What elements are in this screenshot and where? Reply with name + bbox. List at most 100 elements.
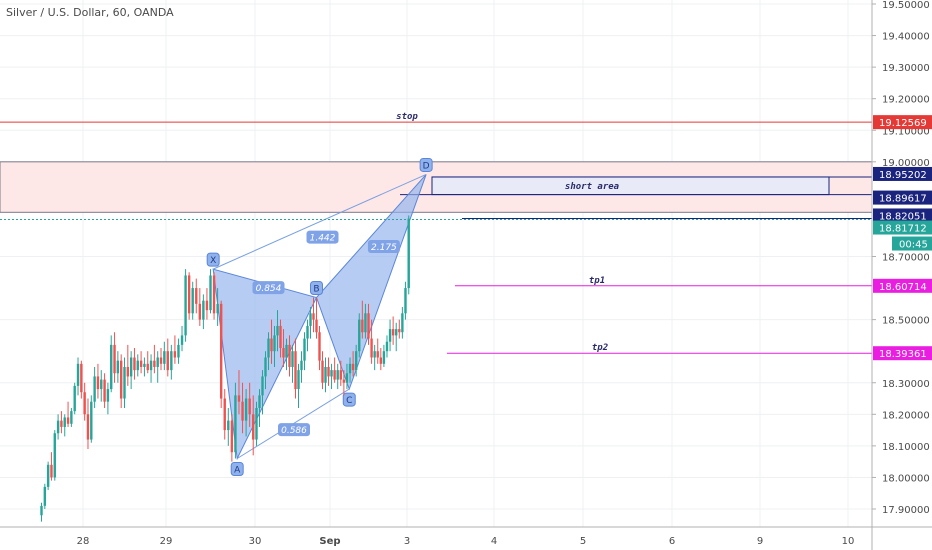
candle [279, 319, 282, 358]
candle-body [184, 275, 187, 336]
candle-body [80, 363, 83, 393]
chart-grid [0, 0, 872, 527]
candle-body [324, 366, 327, 383]
price-tag-tp2-bg [873, 346, 932, 361]
candle-body [382, 351, 386, 364]
candle-body [312, 313, 315, 320]
candle [129, 351, 133, 390]
candle [294, 338, 297, 399]
pattern-point-box [342, 392, 356, 407]
candle [248, 382, 251, 427]
price-tag-tp2-text: 18.39361 [879, 349, 927, 360]
candle-body [133, 357, 136, 371]
candle-body [373, 351, 376, 358]
y-tick-label: 18.30000 [882, 379, 930, 390]
candle [113, 332, 116, 383]
pattern-point-x: X [206, 252, 220, 267]
candle-body [309, 313, 312, 326]
pattern-ratio: 0.854 [252, 281, 285, 295]
candle-body [66, 417, 70, 424]
candle [258, 389, 261, 427]
y-axis-ticks: 19.50000 19.40000 19.30000 19.20000 19.10000… [872, 0, 930, 516]
pattern-point-box [206, 252, 220, 267]
candle-body [139, 360, 143, 367]
candle-body [212, 275, 216, 314]
candle [100, 370, 103, 402]
candle-body [227, 420, 230, 431]
candle [398, 319, 401, 339]
candle-body [241, 401, 244, 421]
pattern-ratio: 0.586 [278, 423, 310, 437]
candle-body [333, 370, 336, 380]
candle-body [294, 351, 297, 390]
candle-body [53, 433, 56, 478]
candle-body [315, 319, 318, 333]
candle [395, 322, 398, 352]
y-tick-label: 18.50000 [882, 316, 930, 327]
candle [187, 272, 191, 320]
price-tag-line-82051-text: 18.82051 [879, 211, 927, 222]
candle-body [166, 351, 169, 371]
candle-body [255, 408, 258, 440]
candle [324, 357, 327, 393]
candle-body [336, 370, 339, 380]
price-tags: 19.12569 18.95202 18.89617 18.82051 18.81712… [873, 115, 932, 361]
candle [273, 325, 276, 367]
candle [139, 351, 143, 374]
candle [237, 370, 241, 415]
candle [180, 325, 184, 352]
candle [345, 363, 349, 390]
pattern-ratio-label: 2.175 [371, 243, 397, 253]
candle [86, 398, 90, 450]
y-tick-label: 18.10000 [882, 442, 930, 453]
candle-body [379, 357, 383, 364]
candle [306, 319, 309, 352]
candle-body [321, 360, 324, 383]
pattern-line-xd [212, 173, 427, 270]
candle-body [143, 363, 146, 367]
candle [315, 297, 318, 339]
x-tick-label: 29 [160, 536, 173, 547]
candle [205, 288, 209, 320]
pattern-ratio-label: 1.442 [310, 234, 336, 244]
candle [223, 389, 226, 440]
candle [288, 335, 291, 377]
candle-body [170, 351, 173, 371]
candle [309, 307, 312, 339]
candle [376, 338, 379, 364]
level-lines: stop tp1 tp2 [0, 112, 872, 354]
y-tick-label: 19.20000 [882, 95, 930, 106]
candle [255, 401, 258, 446]
price-tag-short-top-bg [873, 166, 932, 181]
pattern-point-b: B [310, 281, 323, 296]
price-tag-stop: 19.12569 [873, 115, 932, 130]
candle-body [407, 218, 410, 289]
candle [50, 452, 53, 481]
candle [153, 344, 156, 374]
candle-body [318, 332, 321, 361]
price-tag-current-text: 18.81712 [879, 224, 927, 235]
y-tick-label: 19.50000 [882, 0, 930, 11]
candle-body [113, 344, 116, 374]
candle [261, 370, 264, 415]
candle [373, 344, 376, 371]
countdown-tag: 00:45 [892, 236, 932, 251]
candle-body [345, 373, 349, 383]
candle-body [103, 379, 106, 402]
price-tag-short-top-text: 18.95202 [879, 170, 927, 181]
pattern-ratio-label: 0.854 [256, 284, 282, 294]
candle-body [205, 300, 209, 311]
candle-body [86, 414, 90, 440]
candle [146, 351, 149, 374]
candle-body [146, 363, 149, 371]
candle-body [300, 360, 303, 371]
price-tag-short-top: 18.95202 [873, 166, 932, 181]
pattern-point-c: C [342, 392, 356, 407]
pattern-triangle-bcd [315, 174, 427, 391]
candle [318, 325, 321, 371]
candle-body [285, 344, 288, 358]
y-tick-label: 17.90000 [882, 505, 930, 516]
candle-body [56, 420, 60, 434]
level-label-tp2: tp2 [592, 343, 608, 353]
